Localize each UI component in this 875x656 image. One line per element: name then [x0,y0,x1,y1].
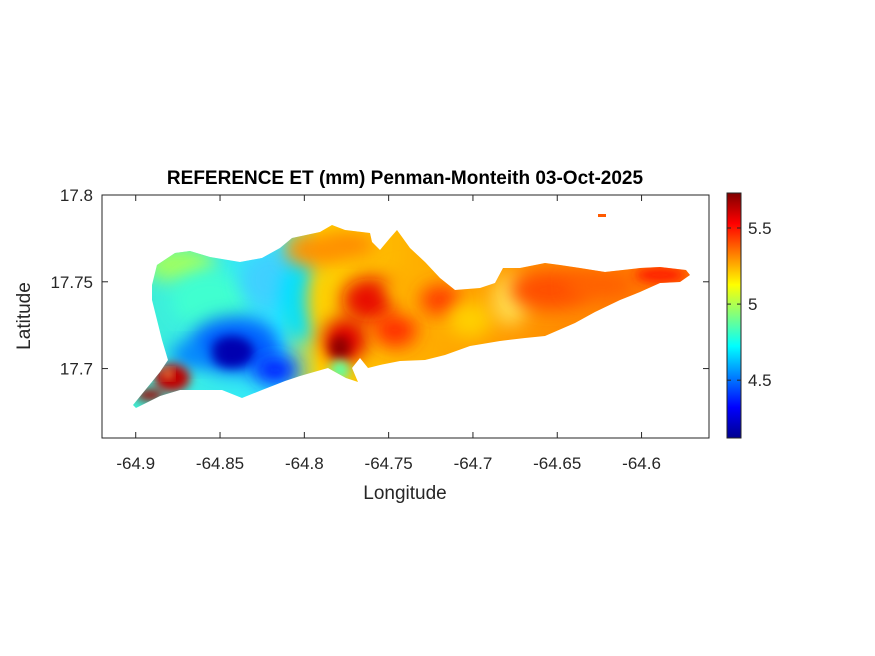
field-blob [154,364,190,392]
x-tick-label: -64.85 [196,454,244,473]
field-blob [136,389,164,401]
y-axis: 17.7 17.75 17.8 [50,186,709,379]
x-tick-label: -64.6 [622,454,661,473]
field-blob [635,267,685,283]
axes-box [101,194,710,439]
field-blob [164,370,172,378]
field-blob [307,265,343,335]
field-blob [342,278,398,322]
y-tick-label: 17.7 [60,360,93,379]
x-axis-label: Longitude [363,483,446,504]
field-blob [373,312,417,348]
field-blob [420,285,460,315]
field-blob [210,336,254,368]
field-blob [330,336,350,360]
field-blob [170,270,250,330]
colorbar-ticks: 4.5 5 5.5 [727,219,772,390]
field-blob [170,343,210,367]
field-blob [448,302,492,338]
field-blob [325,233,375,257]
colorbar-tick-label: 4.5 [748,371,772,390]
colorbar [726,192,742,439]
et-field [133,225,690,408]
x-axis: -64.9 -64.85 -64.8 -64.75 -64.7 -64.65 -64.6 [116,195,661,473]
chart-title: REFERENCE ET (mm) Penman-Monteith 03-Oct… [167,168,644,189]
x-tick-label: -64.75 [365,454,413,473]
y-axis-label: Latitude [14,282,35,350]
field-blob [280,260,320,340]
islet [598,214,606,217]
x-tick-label: -64.7 [454,454,493,473]
title: REFERENCE ET (mm) Penman-Monteith 03-Oct… [167,168,644,189]
field-blob [330,360,350,380]
x-tick-label: -64.65 [533,454,581,473]
y-tick-label: 17.8 [60,186,93,205]
field-blob [253,355,297,385]
y-tick-label: 17.75 [50,273,93,292]
x-tick-label: -64.8 [285,454,324,473]
colorbar-tick-label: 5 [748,295,757,314]
x-tick-label: -64.9 [116,454,155,473]
field-blob [565,270,635,300]
colorbar-tick-label: 5.5 [748,219,772,238]
